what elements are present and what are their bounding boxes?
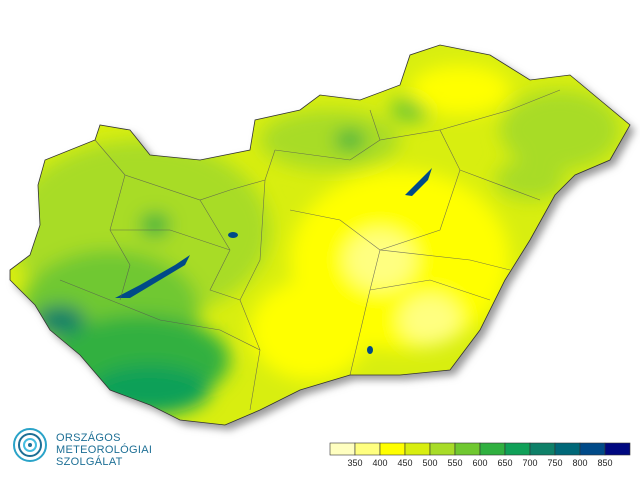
- logo-text: SZOLGÁLAT: [56, 455, 123, 468]
- legend-tick-label: 400: [372, 458, 387, 468]
- legend-tick-label: 350: [347, 458, 362, 468]
- legend-swatch: [379, 442, 406, 456]
- legend-tick-label: 550: [447, 458, 462, 468]
- legend-swatch: [579, 442, 606, 456]
- legend-tick-label: 450: [397, 458, 412, 468]
- legend-swatch: [604, 442, 631, 456]
- legend-tick-label: 500: [422, 458, 437, 468]
- legend-tick-label: 800: [572, 458, 587, 468]
- legend-swatch: [504, 442, 531, 456]
- legend-swatch: [454, 442, 481, 456]
- legend: 350 400 450 500 550 600 650 700 750 800 850: [329, 442, 631, 468]
- logo-text: ORSZÁGOS: [56, 431, 121, 444]
- logo: [13, 428, 47, 462]
- legend-tick-label: 650: [497, 458, 512, 468]
- legend-tick-label: 750: [547, 458, 562, 468]
- logo-text: METEOROLÓGIAI: [56, 443, 152, 456]
- legend-swatch: [329, 442, 356, 456]
- legend-swatch: [479, 442, 506, 456]
- legend-swatch: [404, 442, 431, 456]
- legend-tick-label: 700: [522, 458, 537, 468]
- legend-swatch: [429, 442, 456, 456]
- legend-swatch: [554, 442, 581, 456]
- legend-tick-label: 600: [472, 458, 487, 468]
- legend-swatch: [529, 442, 556, 456]
- legend-tick-label: 850: [597, 458, 612, 468]
- legend-swatch: [354, 442, 381, 456]
